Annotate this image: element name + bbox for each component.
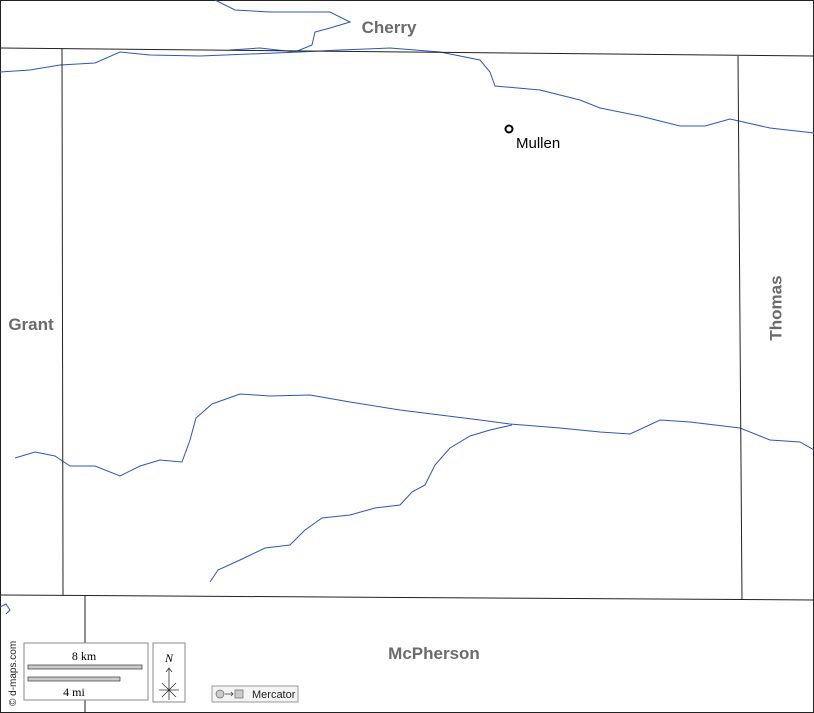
county-border — [0, 594, 814, 601]
river — [0, 603, 11, 615]
county-label: Thomas — [766, 275, 785, 340]
scale-bar: 8 km 4 mi — [23, 642, 149, 701]
river — [0, 47, 814, 134]
town-label: Mullen — [516, 135, 560, 152]
scale-label: 4 mi — [63, 685, 85, 699]
projection-icon — [234, 689, 244, 699]
compass: N — [152, 642, 186, 703]
scale-label: 8 km — [72, 649, 97, 663]
projection-icon — [225, 691, 234, 697]
projection-box — [211, 685, 299, 703]
county-label: McPherson — [388, 644, 480, 663]
projection-label: Mercator — [252, 689, 296, 701]
scale-box — [23, 642, 149, 701]
town-marker — [504, 124, 514, 134]
county-label: Cherry — [362, 18, 417, 37]
county-border — [737, 55, 743, 601]
projection-icon — [215, 689, 225, 699]
county-border — [61, 47, 64, 596]
river — [14, 393, 814, 477]
scale-bar-km — [27, 664, 143, 670]
river — [209, 424, 513, 583]
compass-rose — [159, 667, 179, 700]
county-label: Grant — [8, 315, 54, 334]
scale-bar-mi — [27, 676, 121, 682]
county-border — [0, 47, 814, 57]
compass-label: N — [164, 651, 174, 665]
credit: © d-maps.com — [8, 641, 19, 706]
county-borders — [0, 47, 814, 713]
projection: Mercator — [211, 685, 299, 703]
